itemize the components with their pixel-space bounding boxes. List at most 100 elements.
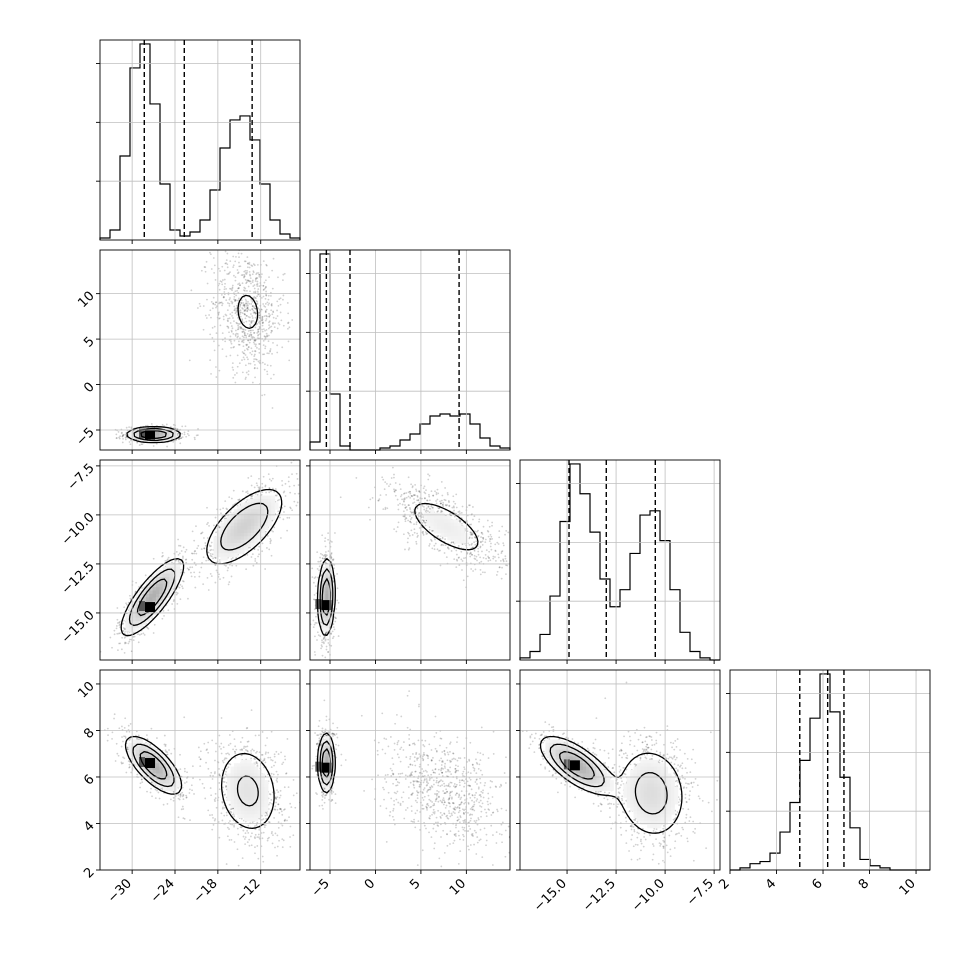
scatter-point [223,278,226,281]
scatter-point [430,540,433,542]
scatter-point [202,328,205,331]
density-cell [460,539,465,544]
scatter-point [243,349,246,352]
scatter-point [404,506,407,509]
density-cell [437,522,442,527]
density-cell [155,597,160,602]
density-cell [162,566,167,571]
scatter-point [181,436,184,439]
density-cell [457,529,462,534]
scatter-point [477,553,480,556]
scatter-point [239,327,242,330]
scatter-point [177,538,179,541]
scatter-point [277,216,279,218]
scatter-point [230,325,233,327]
scatter-point [182,580,185,583]
scatter-point [215,332,218,334]
scatter-point [268,487,271,490]
histogram-frame [309,249,511,451]
density-cell [454,529,459,534]
scatter-point [256,337,259,340]
scatter-point [230,575,233,578]
scatter-point [490,542,492,545]
scatter-point [230,558,233,560]
gridlines [131,40,262,240]
scatter-point [415,540,418,543]
density-cell [332,600,337,605]
scatter-point [244,308,247,311]
scatter-point [267,352,270,355]
scatter-point [244,378,247,380]
scatter-point [264,337,267,340]
scatter-point [271,269,274,272]
density-cell [166,587,171,592]
scatter-point [246,492,249,495]
scatter-point [441,510,444,513]
density-cell [254,495,259,500]
scatter-point [423,506,425,508]
scatter-point [423,491,426,494]
density-cell [450,529,455,534]
scatter-point [214,303,216,306]
scatter-point [269,542,272,545]
density-cell [142,617,147,622]
scatter-point [478,561,481,564]
scatter-point [408,490,411,493]
scatter-point [435,491,438,494]
scatter-point [333,616,336,618]
scatter-point [232,346,235,349]
scatter-point [377,499,380,502]
scatter-point [334,532,336,534]
scatter-point [313,651,316,653]
scatter-point [250,282,252,285]
scatter-point [407,537,409,540]
scatter-point [282,324,285,327]
scatter-point [324,553,327,556]
scatter-point [227,320,229,323]
scatter-point [152,445,155,447]
scatter-point [219,561,221,564]
scatter-point [444,487,447,489]
density-cell [152,576,157,581]
scatter-point [446,504,449,506]
scatter-point [336,599,339,602]
scatter-point [254,557,257,560]
scatter-point [505,573,507,576]
density-cell [223,536,228,541]
density-cell [430,509,435,514]
scatter-point [195,552,198,555]
scatter-point [264,530,267,533]
scatter-point [225,299,228,302]
scatter-point [500,550,503,553]
scatter-point [118,436,120,439]
gridlines [566,460,715,660]
density-cell [328,570,333,575]
scatter-point [428,528,431,531]
scatter-point [404,497,406,500]
scatter-point [270,309,273,312]
density-cell [457,522,462,527]
density-cell [233,532,238,537]
scatter-point [485,557,487,560]
scatter-point [422,530,425,533]
scatter-point [401,503,404,506]
scatter-point [389,483,392,486]
density-cell [223,522,228,527]
scatter-point [250,335,253,338]
joint-content [100,460,300,654]
density-cell [142,590,147,595]
scatter-point [230,330,233,333]
scatter-point [415,523,418,526]
scatter-point [225,355,228,358]
scatter-point [130,451,132,453]
scatter-point [476,559,478,562]
scatter-point [243,286,246,289]
scatter-point [224,250,227,253]
density-cell [233,553,238,558]
scatter-point [265,263,268,266]
scatter-point [246,356,248,359]
scatter-point [458,556,460,559]
scatter-point [122,434,125,436]
density-cell [223,539,228,544]
scatter-point [470,533,473,536]
